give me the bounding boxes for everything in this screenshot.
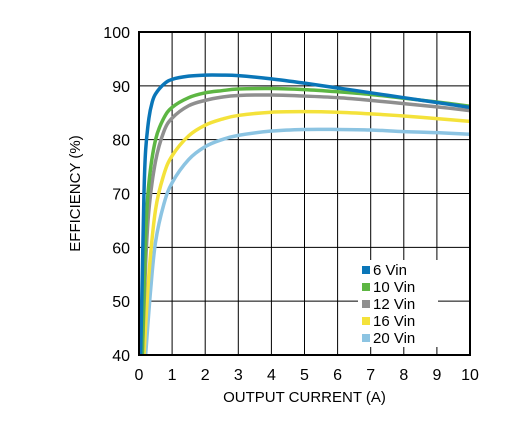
series-layer <box>139 73 470 355</box>
x-tick-label: 2 <box>201 367 210 384</box>
x-tick-label: 9 <box>432 367 441 384</box>
y-tick-label: 60 <box>112 240 130 257</box>
x-tick-label: 1 <box>168 367 177 384</box>
y-tick-label: 40 <box>112 348 130 365</box>
series-line-12-vin <box>140 93 470 355</box>
x-tick-label: 7 <box>366 367 375 384</box>
y-tick-label: 100 <box>103 25 130 42</box>
series-line-16-vin <box>142 109 470 355</box>
y-tick-label: 70 <box>112 187 130 204</box>
legend-swatch <box>362 266 370 274</box>
x-tick-label: 5 <box>300 367 309 384</box>
y-tick-label: 50 <box>112 294 130 311</box>
x-tick-label: 8 <box>399 367 408 384</box>
plot-frame <box>138 31 471 356</box>
legend-label: 16 Vin <box>373 313 415 330</box>
legend-label: 20 Vin <box>373 330 415 347</box>
y-tick-labels: 40 50 60 70 80 90 100 <box>103 25 130 365</box>
x-tick-label: 3 <box>234 367 243 384</box>
y-axis-title: EFFICIENCY (%) <box>67 135 84 251</box>
x-tick-label: 10 <box>461 367 479 384</box>
x-tick-label: 0 <box>135 367 144 384</box>
legend-swatch <box>362 283 370 291</box>
y-tick-label: 90 <box>112 79 130 96</box>
x-tick-label: 4 <box>267 367 276 384</box>
legend-label: 12 Vin <box>373 296 415 313</box>
series-line-20-vin <box>143 127 470 355</box>
legend-label: 6 Vin <box>373 262 407 279</box>
legend-swatch <box>362 334 370 342</box>
legend-background <box>358 260 438 347</box>
legend-swatch <box>362 300 370 308</box>
legend-swatch <box>362 317 370 325</box>
x-tick-label: 6 <box>333 367 342 384</box>
x-tick-labels: 0 1 2 3 4 5 6 7 8 9 10 <box>135 367 479 384</box>
x-axis-title: OUTPUT CURRENT (A) <box>223 389 386 406</box>
y-tick-label: 80 <box>112 133 130 150</box>
legend-label: 10 Vin <box>373 279 415 296</box>
series-line-6-vin <box>139 73 470 355</box>
